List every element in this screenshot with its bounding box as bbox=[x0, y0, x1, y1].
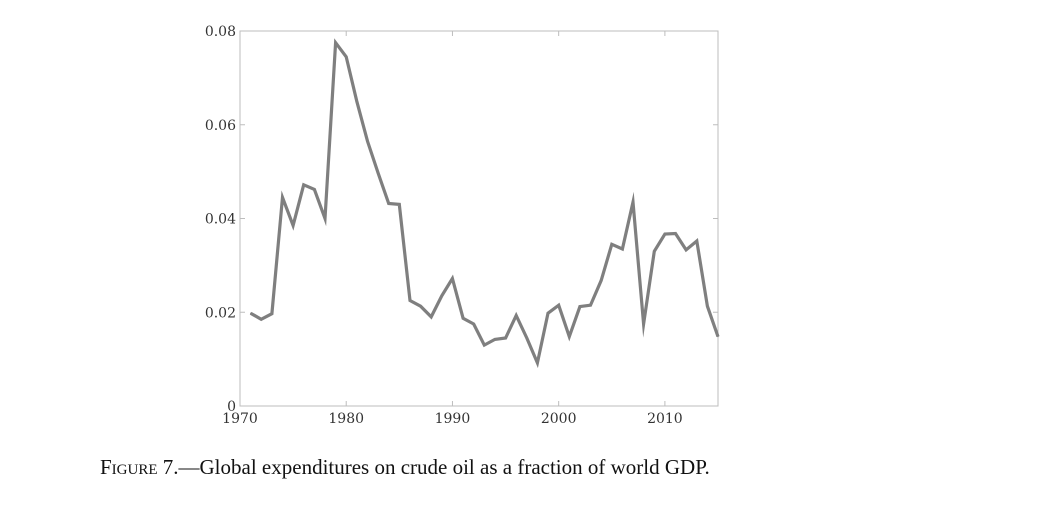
data-point bbox=[420, 305, 422, 307]
data-point bbox=[473, 323, 475, 325]
data-point bbox=[324, 217, 326, 220]
x-tick-label: 1970 bbox=[222, 411, 258, 427]
y-tick-label: 0.04 bbox=[205, 212, 236, 228]
data-point bbox=[430, 316, 432, 318]
data-point bbox=[664, 233, 666, 235]
data-point bbox=[409, 299, 411, 302]
data-point bbox=[398, 203, 400, 205]
plot-frame bbox=[239, 30, 719, 407]
data-point bbox=[632, 201, 634, 203]
data-point bbox=[653, 250, 655, 252]
data-point bbox=[717, 336, 719, 338]
data-point bbox=[611, 243, 613, 245]
data-point bbox=[377, 172, 379, 174]
y-tick-label: 0 bbox=[227, 399, 236, 415]
data-point bbox=[558, 304, 560, 306]
x-tick-label: 2000 bbox=[541, 411, 577, 427]
data-point bbox=[685, 249, 687, 251]
data-point bbox=[706, 305, 709, 307]
data-point bbox=[335, 42, 337, 44]
x-axis: 1970 1980 1990 2000 2010 bbox=[222, 31, 683, 427]
data-point bbox=[271, 313, 273, 315]
data-point bbox=[643, 323, 645, 325]
data-point bbox=[388, 202, 390, 205]
chart-container: 0 0.02 0.04 0.06 0.08 1970 1980 1990 2000 2010 bbox=[205, 24, 720, 427]
data-point bbox=[494, 338, 496, 340]
data-point bbox=[600, 279, 602, 281]
data-point bbox=[536, 362, 539, 364]
data-point bbox=[356, 100, 358, 102]
x-tick-label: 1980 bbox=[328, 411, 364, 427]
data-point bbox=[568, 336, 570, 338]
data-point bbox=[589, 304, 592, 306]
data-point bbox=[303, 184, 305, 186]
data-point bbox=[313, 188, 315, 190]
data-point bbox=[366, 140, 369, 142]
line-chart: 0 0.02 0.04 0.06 0.08 1970 1980 1990 2000 2010 bbox=[205, 24, 720, 427]
data-point bbox=[526, 337, 528, 339]
data-point bbox=[250, 312, 252, 314]
y-tick-label: 0.02 bbox=[205, 305, 236, 321]
data-point bbox=[579, 306, 581, 308]
figure-caption-text: —Global expenditures on crude oil as a f… bbox=[178, 455, 710, 479]
data-point bbox=[441, 295, 443, 297]
y-tick-label: 0.08 bbox=[205, 24, 236, 40]
data-point bbox=[345, 56, 347, 58]
series-line bbox=[249, 38, 720, 369]
data-point bbox=[462, 317, 464, 319]
y-axis: 0 0.02 0.04 0.06 0.08 bbox=[205, 24, 718, 415]
data-point bbox=[281, 196, 284, 198]
data-point bbox=[696, 240, 698, 242]
figure-caption: Figure 7.—Global expenditures on crude o… bbox=[100, 455, 1000, 480]
x-tick-label: 2010 bbox=[647, 411, 683, 427]
x-tick-label: 1990 bbox=[435, 411, 471, 427]
data-point bbox=[621, 248, 624, 250]
data-point bbox=[547, 312, 549, 314]
data-point bbox=[505, 337, 507, 339]
data-point bbox=[292, 224, 294, 227]
data-point bbox=[451, 277, 453, 280]
series-layer bbox=[249, 38, 720, 369]
data-point bbox=[515, 314, 517, 317]
figure-label: Figure 7. bbox=[100, 455, 179, 479]
y-tick-label: 0.06 bbox=[205, 118, 236, 134]
data-point bbox=[483, 344, 485, 346]
data-point bbox=[674, 232, 677, 235]
data-point bbox=[260, 318, 262, 320]
